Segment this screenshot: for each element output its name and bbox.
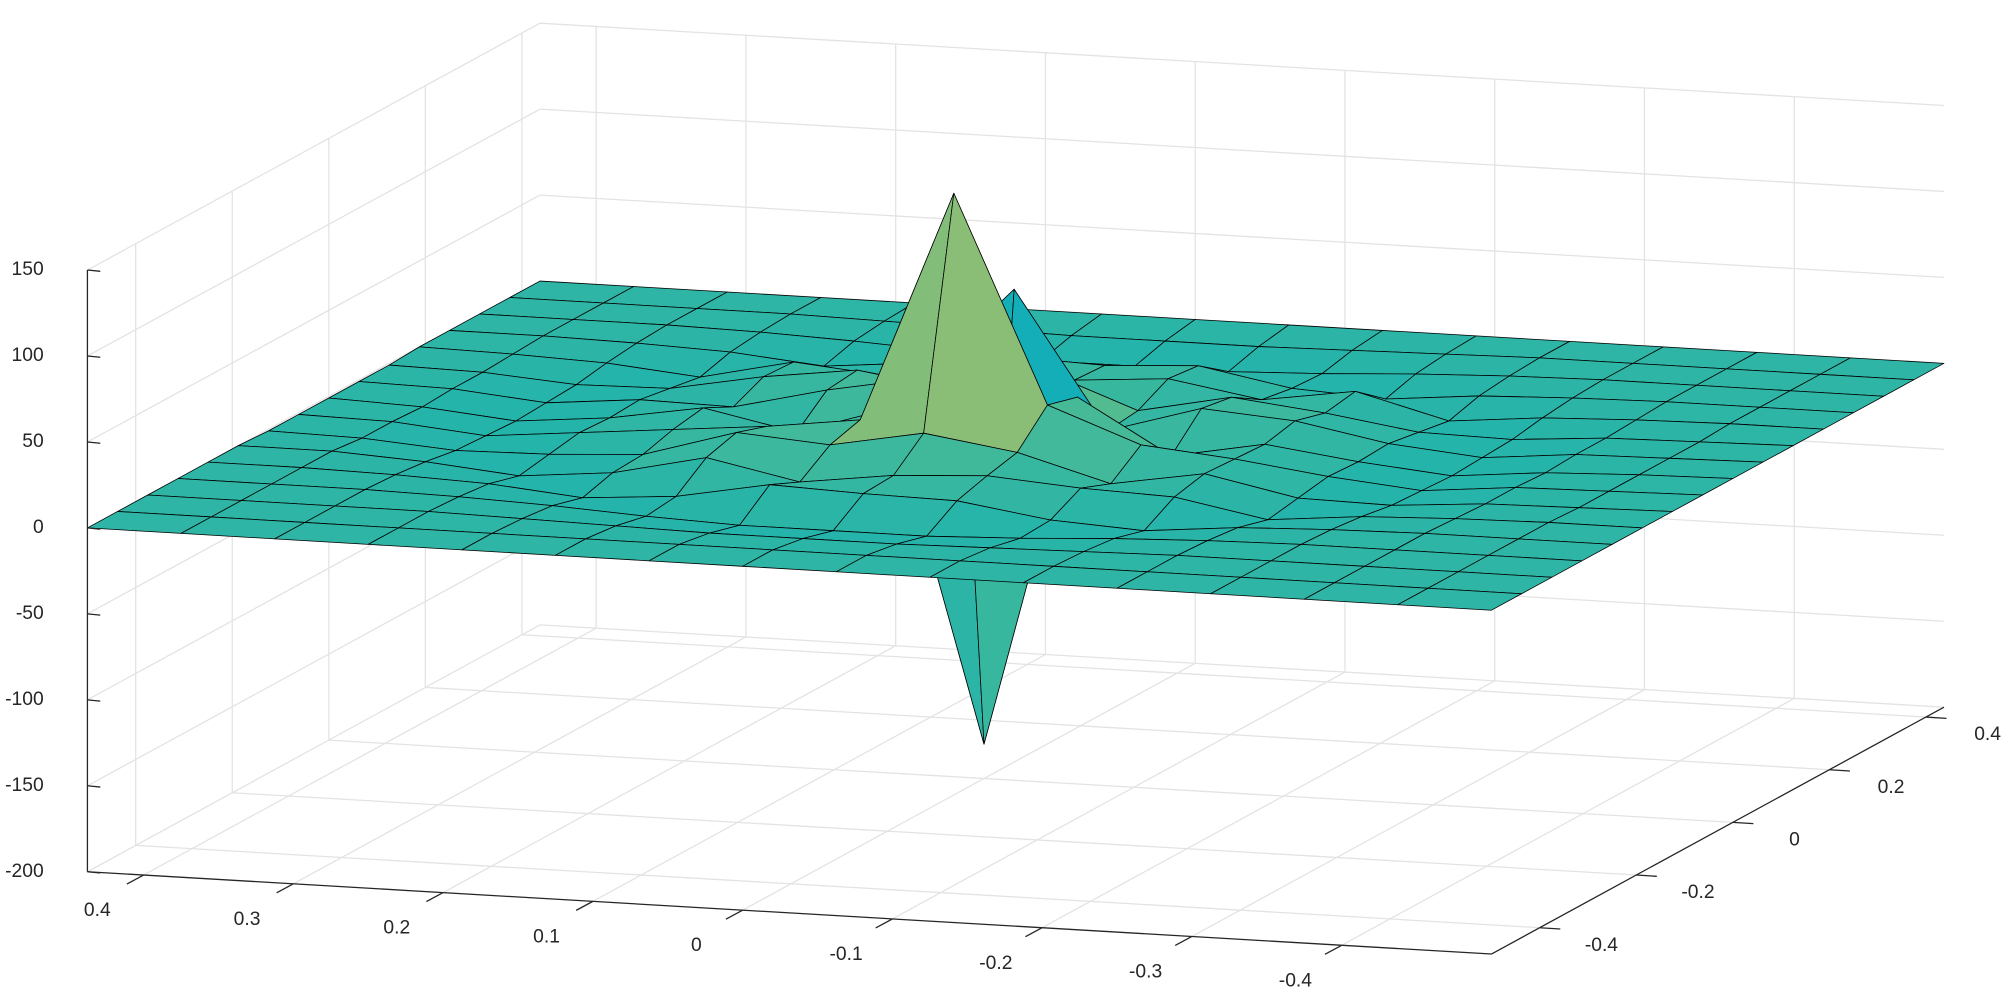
z-tick [87, 785, 101, 788]
grid-line [87, 624, 541, 873]
grid-line [87, 22, 541, 271]
grid-line [1341, 697, 1795, 946]
x-tick-label: -0.2 [979, 953, 1012, 974]
z-tick [87, 527, 101, 530]
grid-line [87, 108, 541, 357]
z-tick [87, 441, 101, 444]
y-tick-label: -0.4 [1585, 935, 1618, 956]
grid-line [892, 671, 1346, 920]
grid-line [425, 686, 1830, 771]
grid-line [539, 108, 1945, 193]
surface [87, 192, 1945, 745]
x-tick [126, 874, 144, 885]
y-tick-label: 0 [1789, 829, 1800, 850]
grid-line [539, 22, 1945, 107]
grid-line [592, 653, 1046, 902]
x-tick [575, 900, 594, 911]
y-tick-label: 0.2 [1878, 777, 1905, 798]
x-tick-label: -0.3 [1129, 962, 1162, 983]
z-tick-label: -200 [5, 861, 44, 882]
x-tick [875, 918, 893, 929]
y-axis [1491, 706, 1945, 955]
grid-line [539, 194, 1945, 279]
grid-line [87, 194, 541, 443]
x-tick-label: -0.1 [830, 944, 863, 965]
grid-line [1041, 680, 1496, 929]
y-tick [1636, 874, 1657, 877]
z-tick [87, 699, 101, 702]
z-tick [87, 269, 101, 272]
grid-line [232, 792, 1637, 876]
x-tick-label: 0.3 [234, 909, 261, 930]
y-tick [1925, 716, 1947, 719]
z-tick [87, 355, 101, 358]
x-tick [426, 892, 444, 903]
x-tick-label: 0.2 [383, 918, 410, 939]
x-tick-label: 0 [691, 935, 702, 956]
z-tick-label: 50 [22, 431, 43, 452]
grid-line [539, 624, 1945, 708]
y-tick [1732, 821, 1754, 825]
grid-line [135, 844, 1540, 929]
x-tick-label: 0.1 [533, 926, 560, 947]
z-tick-label: -50 [16, 603, 44, 624]
grid-line [742, 662, 1196, 911]
x-tick [1324, 944, 1342, 955]
z-tick-label: 150 [12, 259, 44, 280]
z-tick-label: -100 [5, 689, 44, 710]
grid-line [442, 645, 896, 894]
x-tick-label: 0.4 [84, 900, 111, 921]
x-tick [276, 883, 294, 894]
grid-line [87, 538, 541, 787]
y-tick [1829, 769, 1850, 772]
x-tick [1174, 935, 1193, 947]
grid-line [1191, 689, 1645, 938]
x-tick-label: -0.4 [1279, 970, 1312, 991]
grid-line [328, 739, 1733, 824]
z-tick-label: -150 [5, 775, 44, 796]
y-tick-label: 0.4 [1974, 724, 2001, 745]
z-tick-label: 100 [12, 345, 44, 366]
z-tick-label: 0 [33, 517, 44, 538]
y-tick [1539, 927, 1561, 930]
grid-line [293, 636, 747, 885]
x-tick [1025, 927, 1043, 938]
surface-face [1397, 587, 1522, 611]
axes-layer: -0.4 -0.3 -0.2 -0.1 0 0.1 0.2 0.3 0.4 -0.4 -0.2 0 0.… [5, 259, 2001, 991]
z-tick [87, 871, 101, 874]
y-tick-label: -0.2 [1681, 882, 1714, 903]
z-tick [87, 613, 101, 616]
grid-line [143, 627, 597, 876]
grid-line [521, 634, 1926, 718]
x-axis [87, 871, 1492, 955]
x-tick [725, 909, 743, 920]
